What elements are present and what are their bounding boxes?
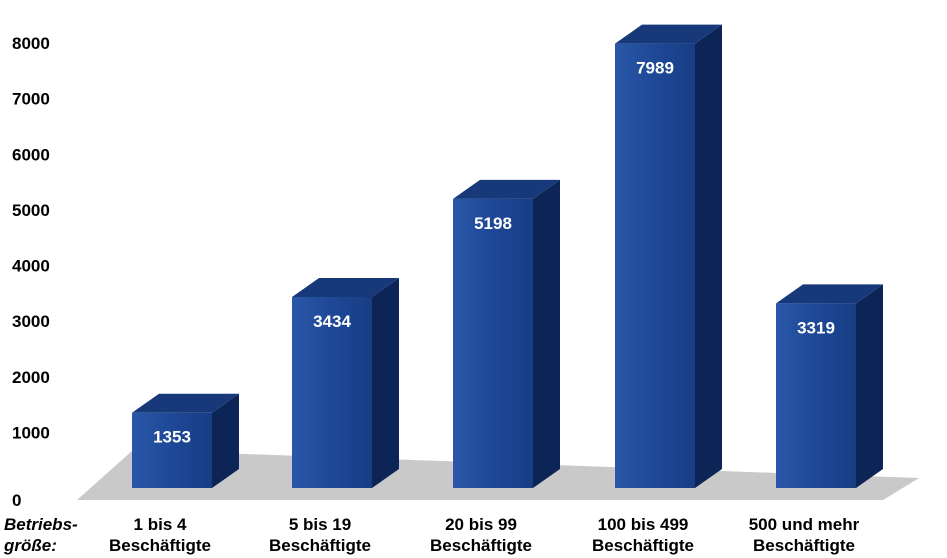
bar: 7989 (615, 24, 722, 488)
bar-side (533, 179, 560, 488)
y-tick-label: 1000 (12, 423, 50, 442)
x-axis-labels: Betriebs-größe: 1 bis 4 Beschäftigte 5 bis … (3, 515, 860, 555)
x-tick-label: 1 bis 4 (134, 515, 187, 534)
data-label: 3319 (797, 318, 835, 337)
x-tick-label: 100 bis 499 (598, 515, 689, 534)
x-tick-label: Beschäftigte (592, 536, 694, 555)
x-tick-label: 5 bis 19 (289, 515, 351, 534)
x-tick-label: 20 bis 99 (445, 515, 517, 534)
x-axis-title: größe: (3, 536, 57, 555)
bar: 3319 (776, 284, 883, 488)
x-tick-label: Beschäftigte (430, 536, 532, 555)
bar-side (212, 393, 239, 488)
bar: 1353 (132, 393, 239, 488)
data-label: 5198 (474, 214, 512, 233)
bar-top (615, 24, 722, 44)
x-axis-title: Betriebs- (4, 515, 78, 534)
bar-top (776, 284, 883, 304)
bar-front (453, 198, 533, 488)
bar-front (776, 303, 856, 488)
bar-top (292, 277, 399, 297)
bar: 5198 (453, 179, 560, 488)
y-axis-ticks: 0 1000 2000 3000 4000 5000 6000 7000 8000 (12, 34, 50, 510)
x-tick-label: Beschäftigte (753, 536, 855, 555)
bars: 1353 3434 5198 7989 3319 (132, 24, 883, 488)
bar-front (292, 296, 372, 488)
y-tick-label: 5000 (12, 201, 50, 220)
bar-side (856, 284, 883, 488)
y-tick-label: 2000 (12, 368, 50, 387)
y-tick-label: 6000 (12, 145, 50, 164)
y-tick-label: 0 (12, 491, 21, 510)
bar-top (453, 179, 560, 199)
data-label: 3434 (313, 312, 351, 331)
y-tick-label: 3000 (12, 312, 50, 331)
y-tick-label: 7000 (12, 90, 50, 109)
bar-side (695, 24, 722, 488)
x-tick-label: Beschäftigte (269, 536, 371, 555)
y-tick-label: 4000 (12, 257, 50, 276)
x-tick-label: Beschäftigte (109, 536, 211, 555)
y-tick-label: 8000 (12, 34, 50, 53)
data-label: 1353 (153, 428, 191, 447)
x-tick-label: 500 und mehr (749, 515, 860, 534)
bar-front (615, 43, 695, 488)
bar-front (132, 412, 212, 488)
bar-top (132, 393, 239, 413)
bar: 3434 (292, 277, 399, 488)
bar-side (372, 277, 399, 488)
data-label: 7989 (636, 59, 674, 78)
